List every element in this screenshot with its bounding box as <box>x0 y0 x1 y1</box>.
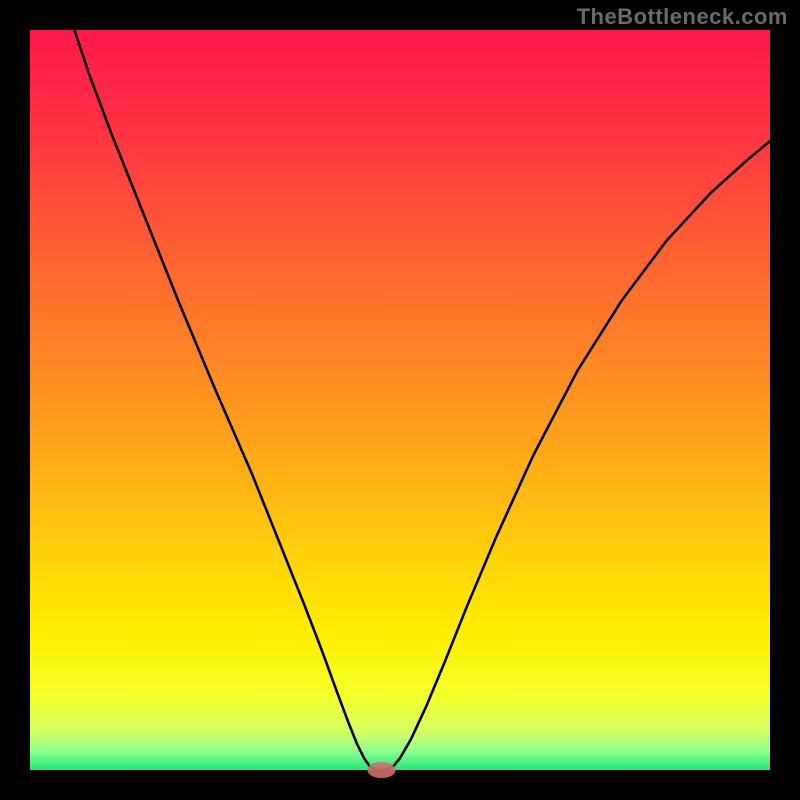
plot-background <box>30 30 770 770</box>
bottleneck-chart <box>0 0 800 800</box>
chart-container: TheBottleneck.com <box>0 0 800 800</box>
optimum-marker <box>367 762 395 778</box>
watermark-text: TheBottleneck.com <box>577 4 788 30</box>
